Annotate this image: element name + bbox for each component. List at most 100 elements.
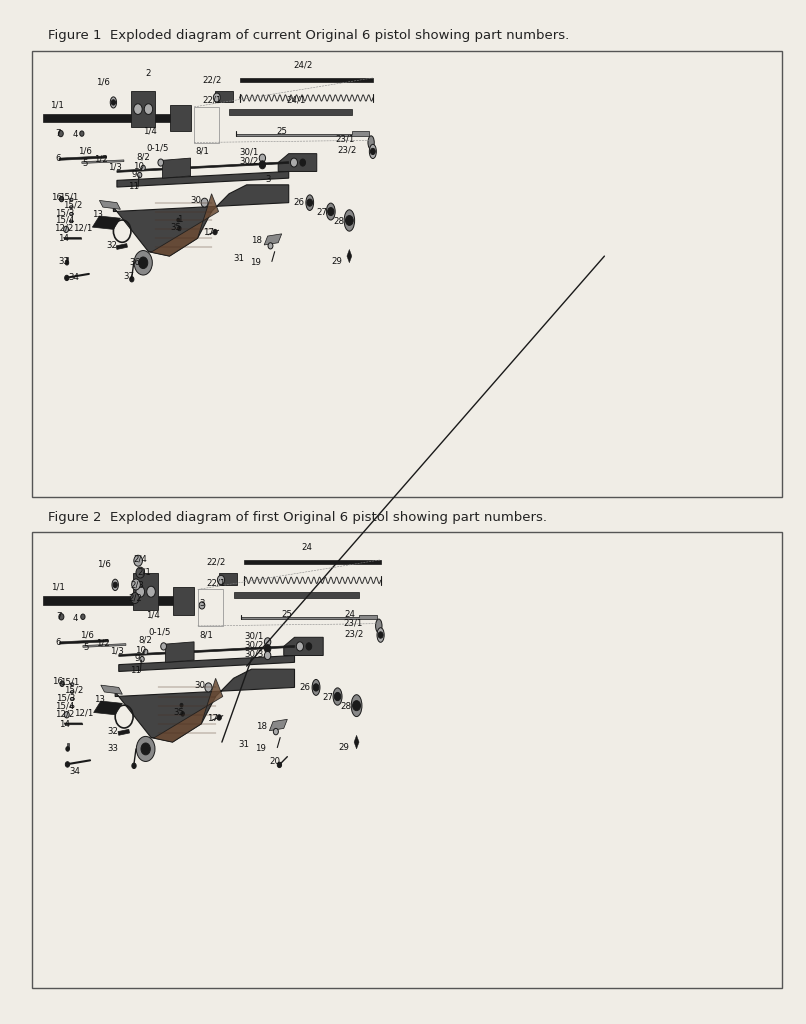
Text: 30: 30 <box>194 681 205 690</box>
Text: 32: 32 <box>108 727 118 736</box>
Circle shape <box>177 218 180 222</box>
Circle shape <box>65 762 69 767</box>
Polygon shape <box>163 158 190 178</box>
Text: 15/4: 15/4 <box>56 701 75 710</box>
Circle shape <box>306 643 312 650</box>
Polygon shape <box>59 156 106 161</box>
Text: 12/1: 12/1 <box>73 223 93 232</box>
Text: 7: 7 <box>56 612 61 622</box>
Polygon shape <box>131 91 156 127</box>
Text: 14: 14 <box>59 234 69 244</box>
Circle shape <box>113 583 118 588</box>
Text: 22/1: 22/1 <box>202 95 222 104</box>
Text: 25: 25 <box>282 610 293 618</box>
Polygon shape <box>133 573 158 610</box>
Text: 28: 28 <box>340 702 351 711</box>
Text: 31: 31 <box>238 740 249 750</box>
Polygon shape <box>347 250 351 263</box>
Circle shape <box>213 229 217 234</box>
Text: 24: 24 <box>345 610 355 618</box>
Text: 20: 20 <box>269 757 280 766</box>
Circle shape <box>147 587 156 597</box>
Circle shape <box>181 712 185 716</box>
Polygon shape <box>151 678 222 742</box>
Ellipse shape <box>69 206 73 209</box>
Text: 0-1/5: 0-1/5 <box>146 143 168 153</box>
Circle shape <box>307 199 313 206</box>
Text: 1/4: 1/4 <box>146 610 160 618</box>
Polygon shape <box>116 244 127 250</box>
Circle shape <box>81 614 85 620</box>
Text: 1/2: 1/2 <box>94 155 108 164</box>
Text: 19: 19 <box>251 258 261 267</box>
Text: 19: 19 <box>256 744 266 754</box>
Text: 26: 26 <box>293 199 304 207</box>
Text: 15/2: 15/2 <box>64 686 83 694</box>
Circle shape <box>214 93 220 102</box>
Text: 23/2: 23/2 <box>338 145 357 155</box>
Circle shape <box>218 575 225 585</box>
Circle shape <box>140 656 144 662</box>
Text: 0-1/5: 0-1/5 <box>149 628 171 636</box>
Circle shape <box>346 216 353 225</box>
Circle shape <box>136 587 144 597</box>
Circle shape <box>138 172 142 178</box>
Text: 1: 1 <box>177 215 182 224</box>
Text: 18: 18 <box>251 237 262 246</box>
Circle shape <box>60 197 64 202</box>
Text: 30/2: 30/2 <box>244 641 264 649</box>
Text: 33: 33 <box>108 743 118 753</box>
Text: 6: 6 <box>56 638 61 647</box>
Text: 26: 26 <box>299 683 310 692</box>
Text: 15/3: 15/3 <box>56 209 75 217</box>
Text: 1/1: 1/1 <box>50 100 64 110</box>
Circle shape <box>131 579 140 590</box>
Ellipse shape <box>369 144 376 159</box>
Ellipse shape <box>134 251 152 275</box>
Text: 3: 3 <box>265 175 271 184</box>
Text: 1/6: 1/6 <box>80 631 93 640</box>
Text: 1/3: 1/3 <box>108 163 122 171</box>
Polygon shape <box>64 723 83 725</box>
Text: 1/6: 1/6 <box>96 78 110 87</box>
Text: 15/4: 15/4 <box>55 216 74 225</box>
Text: 30/1: 30/1 <box>244 632 264 640</box>
Bar <box>194 106 218 142</box>
Text: 24: 24 <box>301 543 313 552</box>
Text: 32: 32 <box>106 242 117 250</box>
Text: 5: 5 <box>84 643 89 652</box>
Circle shape <box>130 276 134 282</box>
Text: 34: 34 <box>69 272 79 282</box>
Text: 25: 25 <box>276 127 287 136</box>
Circle shape <box>59 613 64 620</box>
Ellipse shape <box>136 736 155 762</box>
Ellipse shape <box>70 706 74 708</box>
Circle shape <box>136 567 144 578</box>
Text: 23/2: 23/2 <box>345 629 364 638</box>
Polygon shape <box>284 637 323 655</box>
Ellipse shape <box>344 210 355 231</box>
Text: 2: 2 <box>146 69 152 78</box>
Polygon shape <box>236 131 369 136</box>
Polygon shape <box>67 743 69 748</box>
Ellipse shape <box>69 199 73 201</box>
Polygon shape <box>234 592 359 598</box>
Circle shape <box>141 165 145 171</box>
Polygon shape <box>354 735 359 749</box>
Circle shape <box>268 243 273 249</box>
Text: 8/2: 8/2 <box>139 636 152 645</box>
Circle shape <box>264 638 271 646</box>
Polygon shape <box>117 162 289 172</box>
Text: 18: 18 <box>256 722 267 731</box>
Circle shape <box>143 649 147 654</box>
Text: 10: 10 <box>135 646 147 655</box>
Text: 8/2: 8/2 <box>136 153 150 161</box>
Circle shape <box>260 154 265 162</box>
Text: 36: 36 <box>130 258 140 267</box>
Ellipse shape <box>306 195 314 211</box>
Circle shape <box>297 642 304 651</box>
Polygon shape <box>93 216 120 229</box>
Circle shape <box>264 644 271 652</box>
Text: 16: 16 <box>52 678 63 686</box>
Polygon shape <box>169 104 190 131</box>
